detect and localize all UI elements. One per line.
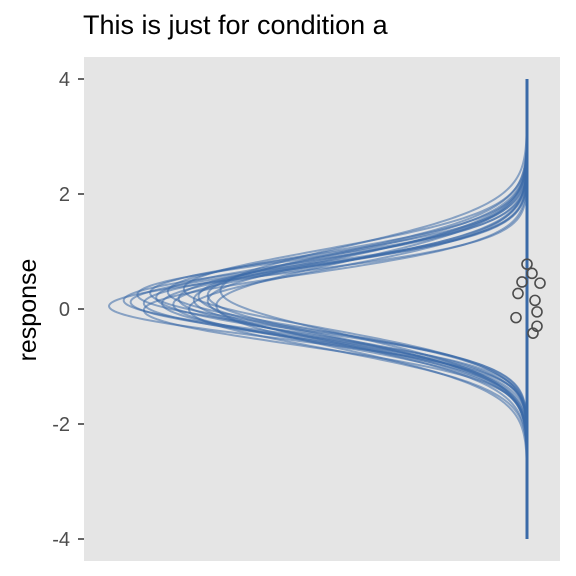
observation-point (521, 258, 533, 270)
observation-points (510, 258, 546, 339)
y-tick-label: -4 (52, 529, 70, 551)
chart-title: This is just for condition a (83, 10, 389, 40)
y-tick-label: 0 (59, 299, 70, 321)
observation-point (516, 276, 528, 288)
y-axis-label: response (14, 259, 42, 362)
y-tick-label: 4 (59, 69, 70, 91)
observation-point (529, 294, 541, 307)
observation-point (527, 327, 539, 339)
y-tick-label: -2 (52, 414, 70, 436)
observation-point (510, 311, 522, 324)
y-axis: -4 -2 0 2 4 (52, 69, 84, 551)
observation-point (531, 306, 543, 318)
observation-point (526, 267, 538, 280)
observation-point (512, 287, 524, 300)
observation-point (534, 277, 546, 289)
y-tick-label: 2 (59, 184, 70, 206)
plot-panel (84, 57, 560, 561)
